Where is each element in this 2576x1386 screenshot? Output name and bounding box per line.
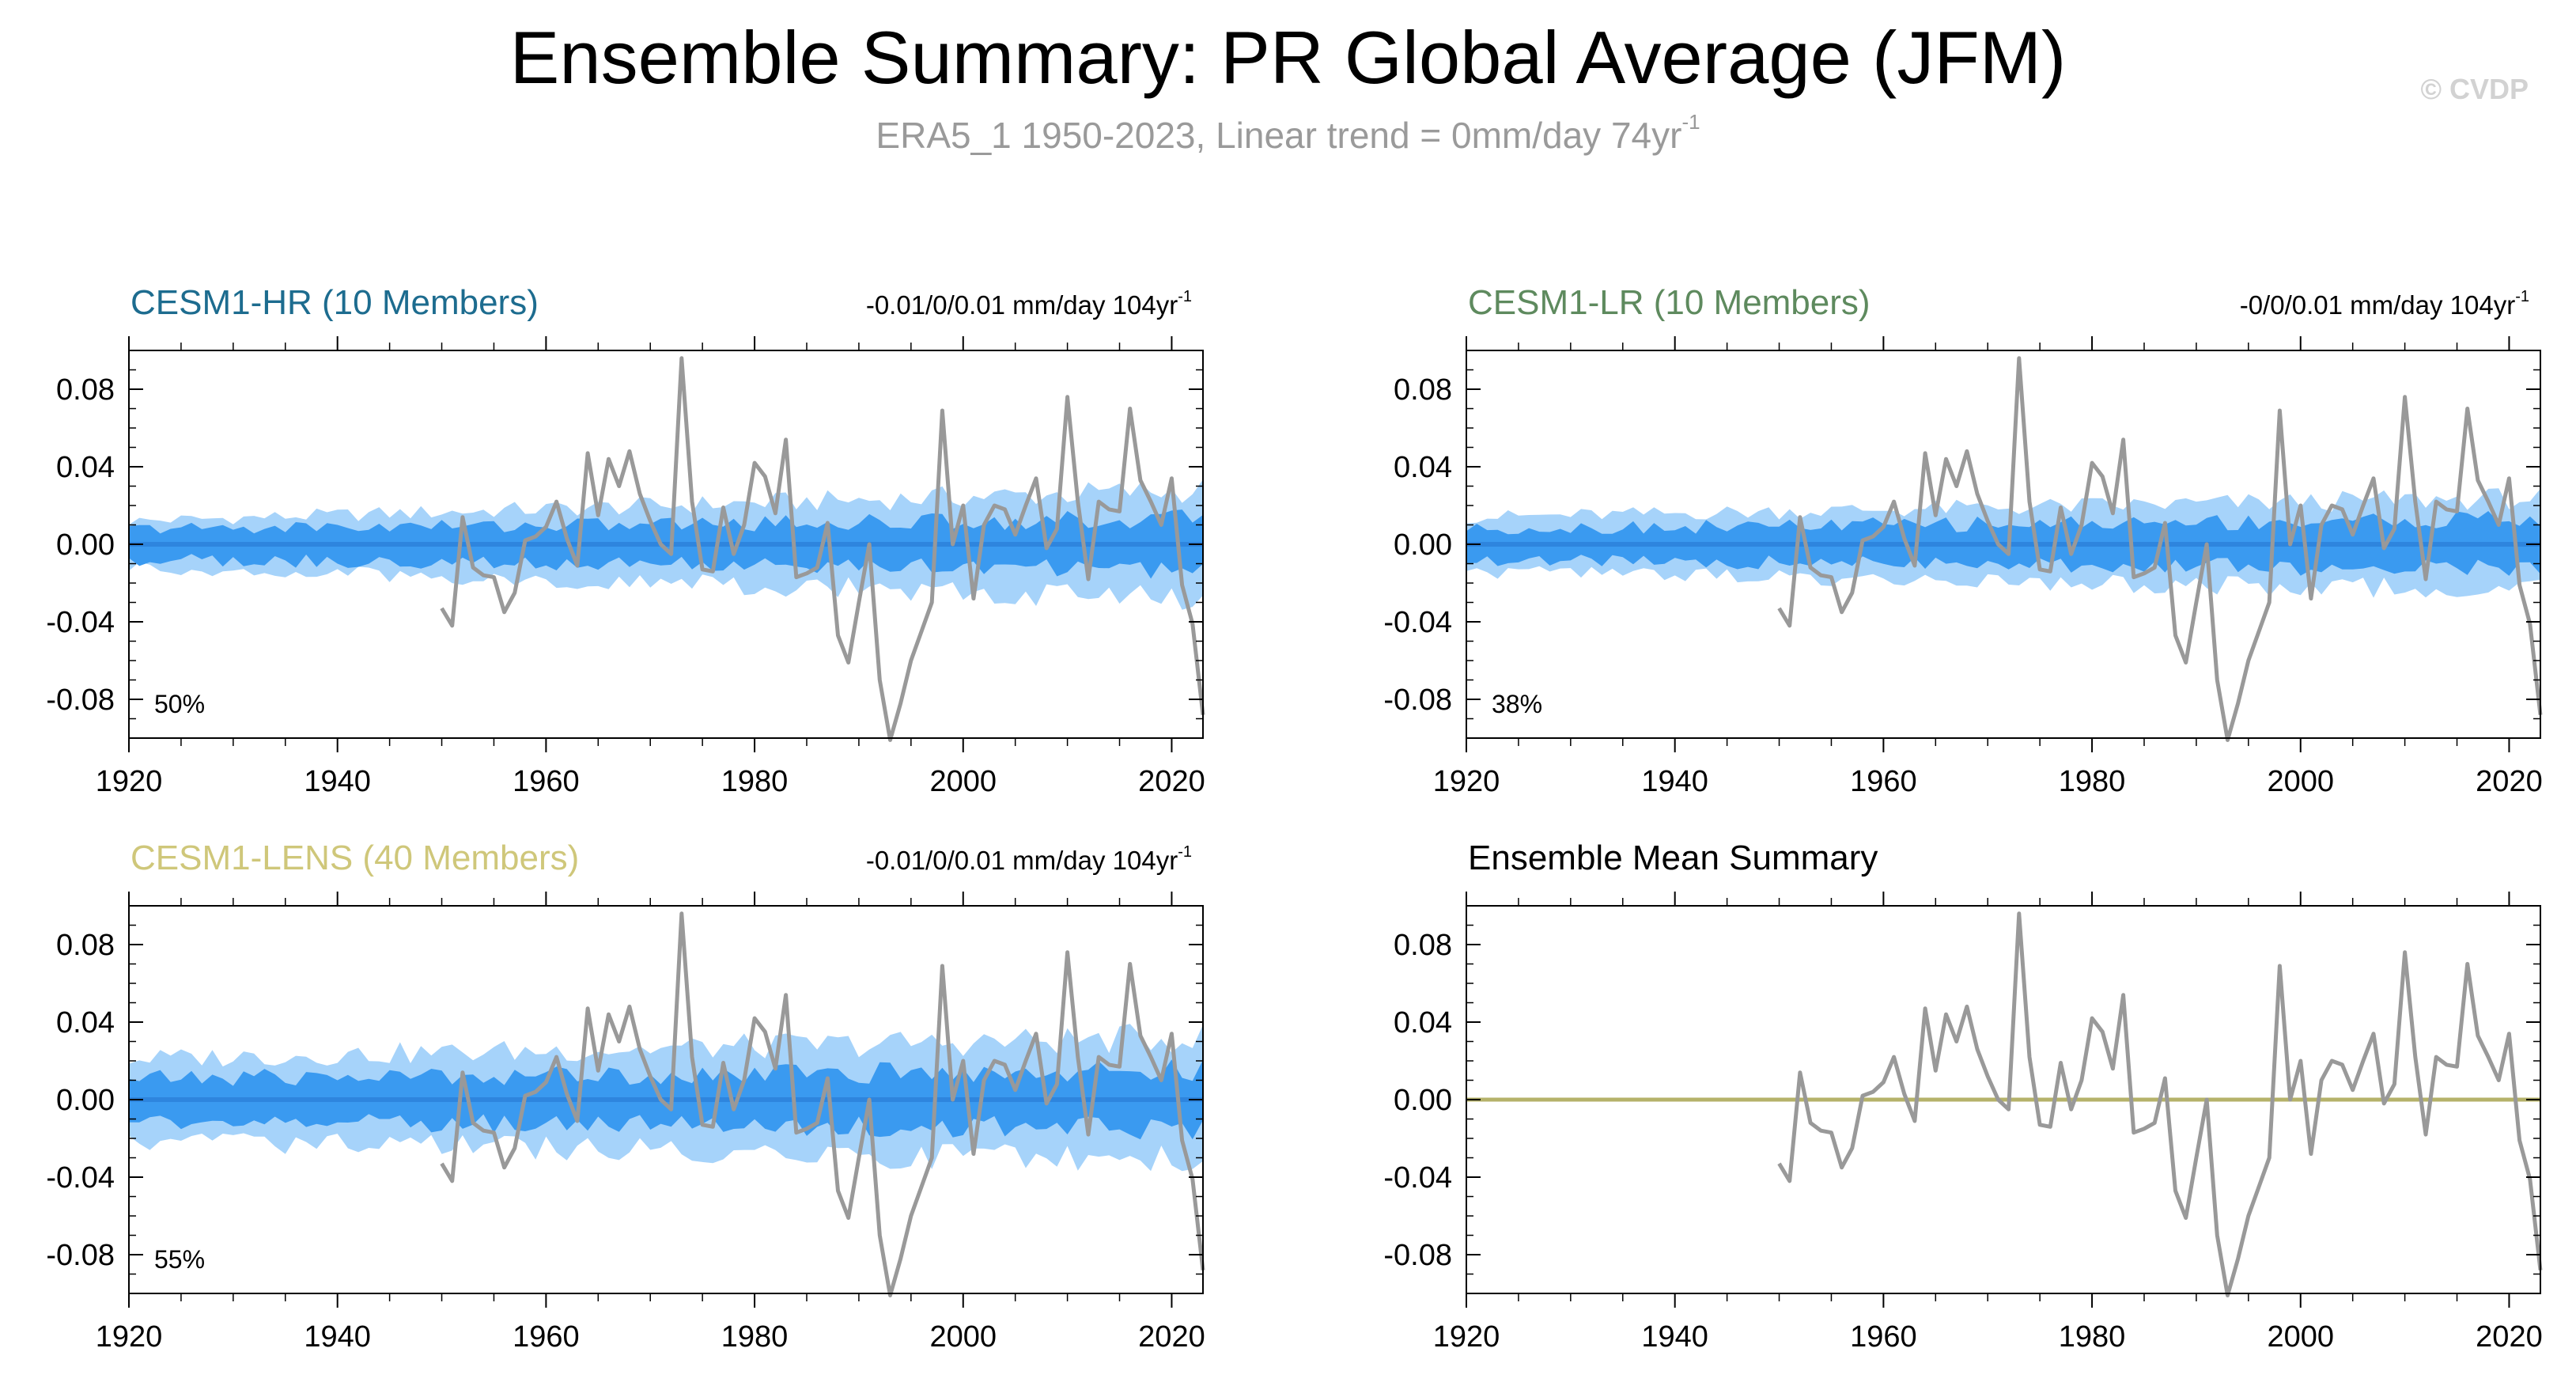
x-tick-label: 1980 xyxy=(721,1320,789,1354)
chart-panel-1: -0.08 -0.04 0.00 0.04 0.08 1920 1940 1960 1980 20… xyxy=(46,283,1205,798)
x-tick-label: 1940 xyxy=(304,1320,371,1354)
x-tick-label: 2020 xyxy=(2476,1320,2543,1354)
x-tick-label: 2000 xyxy=(929,765,997,798)
y-tick-label: 0.04 xyxy=(1394,451,1452,484)
x-tick-label: 1940 xyxy=(1641,1320,1708,1354)
y-tick-label: 0.00 xyxy=(56,528,115,562)
y-tick-label: 0.08 xyxy=(1394,929,1452,962)
subtitle-exponent: -1 xyxy=(1681,110,1700,134)
x-tick-label: 2000 xyxy=(2267,765,2334,798)
trend-text: -0/0/0.01 mm/day 104yr-1 xyxy=(2240,288,2529,320)
y-tick-label: -0.04 xyxy=(1383,606,1452,639)
y-tick-label: -0.08 xyxy=(1383,684,1452,717)
trend-value: -0.01/0/0.01 mm/day 104yr xyxy=(866,846,1178,875)
y-tick-label: 0.00 xyxy=(56,1084,115,1117)
percent-label: 50% xyxy=(154,690,205,718)
x-tick-label: 1940 xyxy=(304,765,371,798)
figure-subtitle: ERA5_1 1950-2023, Linear trend = 0mm/day… xyxy=(0,100,2576,157)
x-tick-label: 1980 xyxy=(2059,1320,2126,1354)
observation-series-line xyxy=(440,356,1205,742)
x-tick-label: 1980 xyxy=(721,765,789,798)
chart-panel-2: -0.08 -0.04 0.00 0.04 0.08 1920 1940 1960 1980 20… xyxy=(1383,283,2542,798)
observation-series-line xyxy=(440,911,1205,1297)
trend-exponent: -1 xyxy=(1178,288,1192,305)
trend-exponent: -1 xyxy=(1178,843,1192,861)
x-tick-label: 2000 xyxy=(929,1320,997,1354)
y-tick-label: 0.04 xyxy=(1394,1006,1452,1040)
figure-title: Ensemble Summary: PR Global Average (JFM… xyxy=(509,16,2067,99)
x-tick-label: 1920 xyxy=(1433,765,1500,798)
trend-exponent: -1 xyxy=(2515,288,2529,305)
y-tick-label: -0.08 xyxy=(1383,1239,1452,1272)
panel-title: CESM1-LR (10 Members) xyxy=(1468,283,1871,322)
panel-title: CESM1-LENS (40 Members) xyxy=(131,839,579,877)
x-tick-label: 1960 xyxy=(1850,1320,1917,1354)
y-tick-label: -0.08 xyxy=(46,1239,115,1272)
x-tick-label: 1940 xyxy=(1641,765,1708,798)
x-tick-label: 1960 xyxy=(513,1320,580,1354)
y-tick-label: -0.04 xyxy=(46,1161,115,1195)
x-tick-label: 2000 xyxy=(2267,1320,2334,1354)
percent-label: 38% xyxy=(1492,690,1542,718)
chart-panel-4: -0.08 -0.04 0.00 0.04 0.08 1920 1940 1960 1980 20… xyxy=(1383,839,2542,1354)
x-tick-label: 1960 xyxy=(1850,765,1917,798)
subtitle-text: ERA5_1 1950-2023, Linear trend = 0mm/day… xyxy=(876,115,1682,156)
x-tick-label: 2020 xyxy=(2476,765,2543,798)
trend-value: -0/0/0.01 mm/day 104yr xyxy=(2240,290,2516,320)
panel-title: CESM1-HR (10 Members) xyxy=(131,283,539,322)
y-tick-label: 0.04 xyxy=(56,1006,115,1040)
y-tick-label: 0.04 xyxy=(56,451,115,484)
chart-panel-3: -0.08 -0.04 0.00 0.04 0.08 1920 1940 1960 1980 20… xyxy=(46,839,1205,1354)
cvdp-credit: © CVDP xyxy=(2420,73,2529,105)
percent-label: 55% xyxy=(154,1245,205,1274)
trend-value: -0.01/0/0.01 mm/day 104yr xyxy=(866,290,1178,320)
y-tick-label: -0.04 xyxy=(46,606,115,639)
trend-text: -0.01/0/0.01 mm/day 104yr-1 xyxy=(866,288,1192,320)
figure-header: Ensemble Summary: PR Global Average (JFM… xyxy=(0,0,2576,206)
y-tick-label: -0.08 xyxy=(46,684,115,717)
y-tick-label: 0.08 xyxy=(56,929,115,962)
y-tick-label: 0.00 xyxy=(1394,1084,1452,1117)
y-tick-label: 0.08 xyxy=(56,373,115,407)
observation-series-line xyxy=(1777,356,2543,742)
y-tick-label: 0.08 xyxy=(1394,373,1452,407)
x-tick-label: 1920 xyxy=(96,1320,163,1354)
trend-text: -0.01/0/0.01 mm/day 104yr-1 xyxy=(866,843,1192,875)
x-tick-label: 2020 xyxy=(1138,765,1205,798)
x-tick-label: 1960 xyxy=(513,765,580,798)
y-tick-label: -0.04 xyxy=(1383,1161,1452,1195)
x-tick-label: 2020 xyxy=(1138,1320,1205,1354)
observation-series-line xyxy=(1777,911,2543,1297)
x-tick-label: 1980 xyxy=(2059,765,2126,798)
x-tick-label: 1920 xyxy=(1433,1320,1500,1354)
y-tick-label: 0.00 xyxy=(1394,528,1452,562)
x-tick-label: 1920 xyxy=(96,765,163,798)
panel-title: Ensemble Mean Summary xyxy=(1468,839,1878,877)
